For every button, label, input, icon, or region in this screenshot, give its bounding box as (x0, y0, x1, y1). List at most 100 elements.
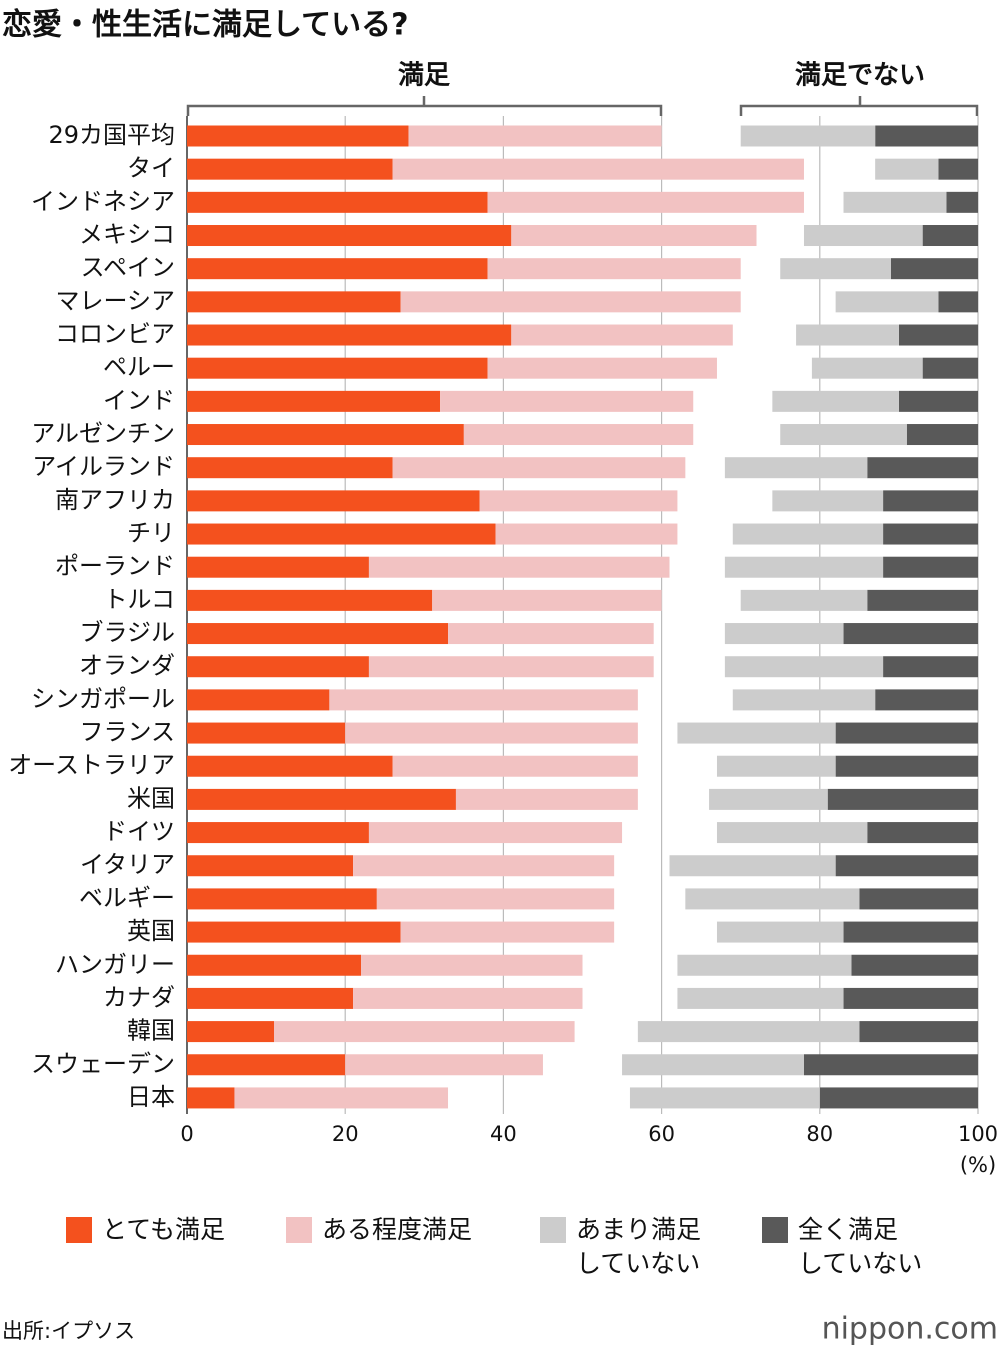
bar-segment (479, 490, 678, 512)
bar-segment (740, 125, 876, 147)
bar-segment (685, 888, 860, 910)
y-tick-label: 29カ国平均 (48, 121, 175, 149)
bar-segment (803, 225, 923, 247)
bar-segment (835, 755, 978, 777)
bar-segment (843, 921, 978, 943)
bar-segment (187, 125, 409, 147)
bar-segment (187, 1054, 346, 1076)
y-tick-label: オランダ (79, 652, 175, 680)
bar-segment (843, 623, 978, 645)
bar-segment (487, 357, 717, 379)
y-tick-label: ブラジル (79, 619, 175, 647)
bar-segment (448, 623, 654, 645)
bar-segment (811, 357, 923, 379)
bar-segment (724, 457, 868, 479)
y-tick-label: イタリア (80, 851, 175, 879)
bar-segment (716, 822, 868, 844)
bar-segment (432, 589, 662, 611)
bar-segment (495, 523, 678, 545)
bar-segment (187, 357, 488, 379)
bar-segment (463, 424, 694, 446)
bar-segment (187, 589, 433, 611)
bar-segment (669, 855, 836, 877)
bar-segment (890, 258, 978, 280)
bar-segment (859, 1021, 978, 1043)
bar-segment (187, 623, 449, 645)
bar-segment (187, 490, 480, 512)
x-tick-label: 60 (648, 1122, 675, 1146)
source: 出所:イプソス (2, 1319, 135, 1343)
bar-segment (827, 788, 978, 810)
bar-segment (187, 225, 512, 247)
bar-segment (780, 258, 891, 280)
bar-segment (187, 291, 401, 313)
bar-segment (368, 656, 654, 678)
bar-segment (922, 357, 978, 379)
x-tick-label: 100 (958, 1122, 998, 1146)
y-tick-label: インド (103, 386, 175, 414)
y-tick-label: チリ (127, 519, 175, 547)
bar-segment (511, 324, 733, 346)
bar-segment (803, 1054, 978, 1076)
bar-segment (511, 225, 757, 247)
bar-segment (440, 390, 694, 412)
bracket (186, 96, 663, 116)
bar-segment (922, 225, 978, 247)
bar-segment (376, 888, 615, 910)
bar-segment (724, 623, 844, 645)
bar-segment (780, 424, 907, 446)
y-tick-label: トルコ (103, 585, 175, 613)
bar-segment (368, 822, 623, 844)
bar-segment (187, 457, 393, 479)
bracket (739, 96, 979, 116)
y-tick-label: ベルギー (79, 884, 175, 912)
bar-segment (867, 822, 978, 844)
y-tick-label: 日本 (127, 1083, 175, 1111)
bar-segment (455, 788, 638, 810)
y-tick-label: オーストラリア (8, 751, 175, 779)
legend-label: あまり満足 していない (576, 1215, 702, 1278)
bar-segment (361, 954, 583, 976)
legend-label: ある程度満足 (322, 1215, 473, 1244)
logo: nippon.com (822, 1312, 998, 1347)
bar-segment (187, 523, 496, 545)
bar-segment (716, 755, 836, 777)
y-tick-label: スウェーデン (31, 1050, 175, 1078)
bar-segment (187, 788, 456, 810)
x-tick-label: 0 (180, 1122, 193, 1146)
legend-label: 全く満足 していない (798, 1215, 923, 1278)
bar-segment (946, 191, 978, 213)
y-tick-label: メキシコ (79, 221, 175, 249)
bar-segment (622, 1054, 804, 1076)
bar-segment (187, 390, 441, 412)
bar-segment (883, 523, 978, 545)
annotation: 満足 (398, 61, 450, 91)
bar-segment (187, 1021, 275, 1043)
y-tick-label: アルゼンチン (31, 420, 175, 448)
bar-segment (329, 689, 638, 711)
bar-segment (345, 722, 638, 744)
bar-segment (392, 755, 638, 777)
bar-segment (353, 987, 583, 1009)
bar-segment (187, 689, 330, 711)
bar-segment (732, 689, 876, 711)
bar-segment (187, 191, 488, 213)
bar-segment (400, 291, 741, 313)
bar-segment (938, 291, 978, 313)
y-tick-label: ドイツ (103, 818, 175, 846)
bar-segment (867, 589, 978, 611)
bar-segment (875, 689, 978, 711)
bar-segment (796, 324, 899, 346)
bar-segment (187, 556, 369, 578)
bar-segment (187, 656, 369, 678)
bar-segment (487, 191, 804, 213)
bar-segment (187, 1087, 235, 1109)
bar-segment (835, 722, 978, 744)
bar-segment (408, 125, 662, 147)
bar-segment (835, 855, 978, 877)
bar-segment (400, 921, 615, 943)
y-tick-label: 韓国 (127, 1017, 175, 1045)
bar-segment (772, 490, 884, 512)
x-tick-label: 20 (332, 1122, 359, 1146)
